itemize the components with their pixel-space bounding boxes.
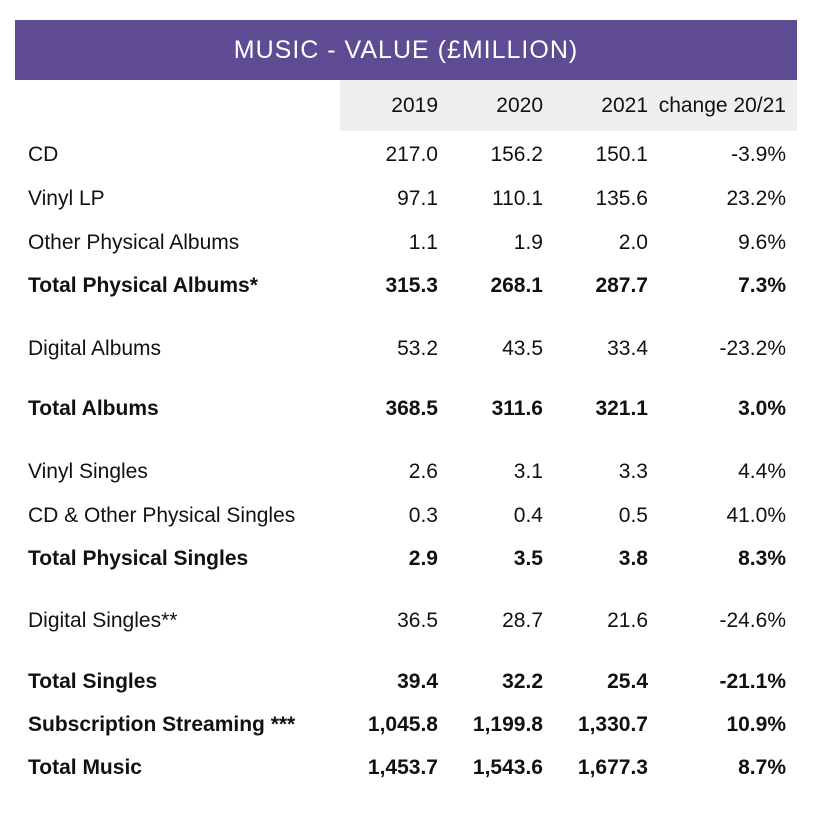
row-label: Total Physical Albums* (28, 274, 258, 297)
value-cell: 36.5 (397, 609, 438, 632)
value-cell: 268.1 (490, 274, 543, 297)
change-cell: 23.2% (726, 187, 786, 210)
value-cell: 1,453.7 (367, 756, 438, 779)
row-label: Total Singles (28, 670, 158, 693)
value-cell: 1,543.6 (472, 756, 543, 779)
value-cell: 3.3 (618, 460, 648, 483)
change-cell: -3.9% (731, 143, 786, 166)
row-label: Total Albums (28, 397, 159, 420)
table-row: Total Physical Albums* 315.3 268.1 287.7 7.3… (0, 271, 836, 301)
row-label: CD & Other Physical Singles (28, 504, 296, 527)
row-label: Vinyl Singles (28, 460, 148, 483)
table-row: Subscription Streaming *** 1,045.8 1,199.8… (0, 710, 836, 740)
value-cell: 25.4 (607, 670, 648, 693)
value-cell: 33.4 (607, 337, 648, 360)
value-cell: 311.6 (491, 397, 543, 420)
value-cell: 150.1 (595, 143, 648, 166)
row-label: Vinyl LP (28, 187, 105, 210)
change-cell: 8.7% (738, 756, 786, 779)
table-row: Vinyl LP 97.1 110.1 135.6 23.2% (0, 184, 836, 214)
column-header-change: change 20/21 (658, 94, 786, 117)
value-cell: 217.0 (385, 143, 438, 166)
value-cell: 2.9 (408, 547, 438, 570)
value-cell: 53.2 (397, 337, 438, 360)
value-cell: 0.5 (618, 504, 648, 527)
value-cell: 21.6 (607, 609, 648, 632)
row-label: Digital Singles** (28, 609, 178, 632)
table-row: Vinyl Singles 2.6 3.1 3.3 4.4% (0, 457, 836, 487)
row-label: CD (28, 143, 59, 166)
value-cell: 0.3 (408, 504, 438, 527)
change-cell: 3.0% (738, 397, 786, 420)
row-label: Total Physical Singles (28, 547, 249, 570)
value-cell: 1.1 (408, 231, 438, 254)
table-row: Digital Albums 53.2 43.5 33.4 -23.2% (0, 334, 836, 364)
table-row: Other Physical Albums 1.1 1.9 2.0 9.6% (0, 228, 836, 258)
value-cell: 135.6 (595, 187, 648, 210)
value-cell: 2.6 (408, 460, 438, 483)
change-cell: -24.6% (719, 609, 786, 632)
value-cell: 368.5 (385, 397, 438, 420)
table-row: Total Albums 368.5 311.6 321.1 3.0% (0, 394, 836, 424)
value-cell: 28.7 (502, 609, 543, 632)
value-cell: 2.0 (618, 231, 648, 254)
value-cell: 0.4 (513, 504, 543, 527)
value-cell: 3.1 (513, 460, 543, 483)
table-row: Total Singles 39.4 32.2 25.4 -21.1% (0, 667, 836, 697)
value-cell: 3.8 (618, 547, 648, 570)
row-label: Subscription Streaming *** (28, 713, 296, 736)
value-cell: 315.3 (385, 274, 438, 297)
change-cell: 10.9% (726, 713, 786, 736)
change-cell: -21.1% (719, 670, 786, 693)
change-cell: 8.3% (738, 547, 786, 570)
table-row: Total Physical Singles 2.9 3.5 3.8 8.3% (0, 544, 836, 574)
value-cell: 43.5 (502, 337, 543, 360)
column-header-2019: 2019 (391, 94, 438, 117)
value-cell: 321.1 (595, 397, 648, 420)
value-cell: 39.4 (397, 670, 438, 693)
value-cell: 1,199.8 (472, 713, 543, 736)
row-label: Total Music (28, 756, 142, 779)
change-cell: 7.3% (738, 274, 786, 297)
change-cell: 41.0% (726, 504, 786, 527)
change-cell: -23.2% (719, 337, 786, 360)
value-cell: 1,677.3 (577, 756, 648, 779)
change-cell: 4.4% (738, 460, 786, 483)
value-cell: 110.1 (492, 187, 543, 210)
value-cell: 287.7 (595, 274, 648, 297)
value-cell: 3.5 (513, 547, 543, 570)
table-row: Total Music 1,453.7 1,543.6 1,677.3 8.7% (0, 753, 836, 783)
value-cell: 1.9 (513, 231, 543, 254)
column-header-2021: 2021 (601, 94, 648, 117)
value-cell: 97.1 (397, 187, 438, 210)
table-row: CD 217.0 156.2 150.1 -3.9% (0, 140, 836, 170)
table-row: CD & Other Physical Singles 0.3 0.4 0.5 41.0… (0, 501, 836, 531)
table-row: Digital Singles** 36.5 28.7 21.6 -24.6% (0, 606, 836, 636)
change-cell: 9.6% (738, 231, 786, 254)
value-cell: 1,045.8 (367, 713, 438, 736)
value-cell: 156.2 (490, 143, 543, 166)
table-title: MUSIC - VALUE (£MILLION) (15, 20, 797, 80)
column-header-2020: 2020 (496, 94, 543, 117)
value-cell: 1,330.7 (577, 713, 648, 736)
row-label: Digital Albums (28, 337, 162, 360)
row-label: Other Physical Albums (28, 231, 240, 254)
header-row-background (340, 80, 797, 131)
value-cell: 32.2 (502, 670, 543, 693)
